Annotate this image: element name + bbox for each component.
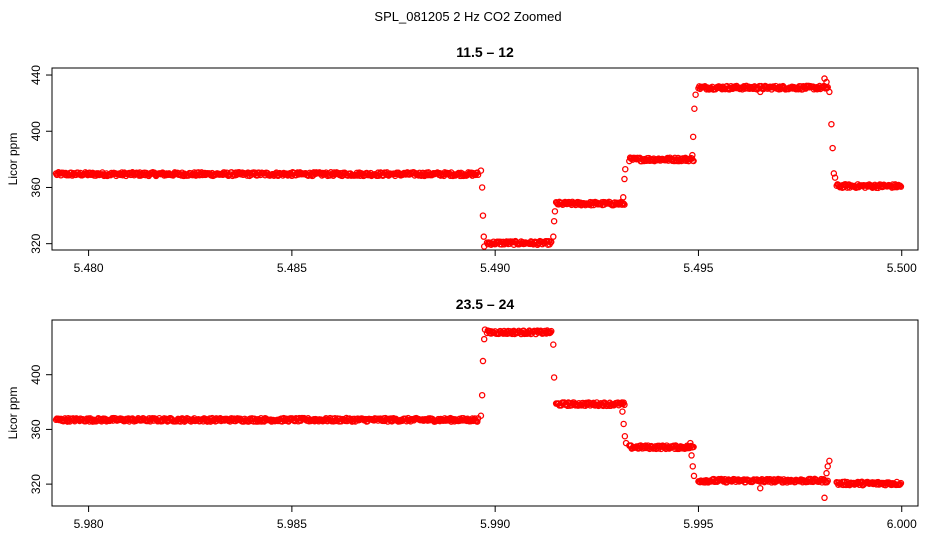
data-point bbox=[689, 151, 696, 159]
y-tick-label: 360 bbox=[29, 419, 43, 439]
data-point bbox=[622, 165, 629, 173]
data-point bbox=[828, 120, 835, 128]
y-tick-label: 440 bbox=[29, 65, 43, 85]
y-axis-label: Licor ppm bbox=[6, 387, 20, 440]
data-point bbox=[477, 167, 485, 174]
panel-1: 11.5 – 12 Licor ppm 5.480 5.485 5.490 5.495 5.… bbox=[6, 44, 919, 275]
data-point bbox=[479, 212, 487, 219]
plot-frame bbox=[51, 319, 919, 507]
x-tick-label: 5.995 bbox=[683, 517, 713, 531]
data-point bbox=[829, 144, 836, 152]
data-point bbox=[687, 439, 694, 447]
data-point bbox=[897, 479, 905, 487]
y-tick-label: 400 bbox=[29, 121, 43, 141]
data-point bbox=[689, 133, 697, 141]
data-point bbox=[619, 194, 627, 201]
data-point bbox=[480, 233, 488, 240]
data-point bbox=[620, 420, 627, 428]
data-point bbox=[824, 463, 831, 470]
data-point bbox=[474, 171, 482, 179]
data-point bbox=[550, 341, 557, 348]
panel-title: 23.5 – 24 bbox=[456, 296, 515, 312]
data-point bbox=[690, 157, 697, 165]
data-point bbox=[480, 243, 488, 250]
x-tick-label: 5.980 bbox=[74, 517, 104, 531]
data-point bbox=[831, 174, 839, 181]
x-tick-label: 5.480 bbox=[74, 261, 104, 275]
data-point bbox=[830, 170, 838, 177]
x-tick-label: 5.985 bbox=[277, 517, 307, 531]
data-point bbox=[551, 208, 559, 215]
data-point bbox=[897, 183, 905, 190]
data-point bbox=[826, 457, 833, 465]
plot-frame bbox=[51, 67, 919, 251]
x-tick-label: 5.500 bbox=[887, 261, 917, 275]
x-tick-label: 5.485 bbox=[277, 261, 307, 275]
y-tick-label: 360 bbox=[29, 177, 43, 197]
data-point bbox=[478, 391, 486, 399]
data-point bbox=[474, 418, 481, 425]
data-point bbox=[478, 184, 486, 191]
data-point bbox=[757, 88, 764, 96]
data-point bbox=[479, 357, 487, 365]
data-point bbox=[621, 201, 628, 208]
data-point bbox=[548, 238, 555, 246]
data-point bbox=[550, 217, 558, 225]
data-point bbox=[821, 494, 828, 502]
data-points bbox=[52, 326, 905, 502]
data-point bbox=[548, 327, 555, 335]
data-point bbox=[550, 374, 558, 381]
data-point bbox=[826, 88, 833, 96]
y-tick-label: 400 bbox=[29, 364, 43, 384]
data-point bbox=[823, 78, 830, 86]
x-tick-label: 6.000 bbox=[887, 517, 917, 531]
x-tick-label: 5.490 bbox=[480, 261, 510, 275]
data-point bbox=[480, 335, 488, 343]
data-point bbox=[690, 443, 697, 451]
x-tick-label: 5.495 bbox=[683, 261, 713, 275]
data-point bbox=[481, 326, 489, 333]
data-point bbox=[619, 408, 626, 415]
figure-title: SPL_081205 2 Hz CO2 Zoomed bbox=[374, 9, 562, 24]
y-axis-label: Licor ppm bbox=[6, 133, 20, 186]
panel-title: 11.5 – 12 bbox=[456, 44, 514, 60]
data-point bbox=[692, 91, 699, 98]
data-point bbox=[621, 401, 628, 409]
data-point bbox=[550, 233, 557, 240]
panel-2: 23.5 – 24 Licor ppm 5.980 5.985 5.990 5.995 6.… bbox=[6, 296, 919, 531]
y-tick-label: 320 bbox=[29, 474, 43, 494]
data-point bbox=[620, 200, 627, 207]
data-point bbox=[622, 439, 630, 447]
data-point bbox=[896, 182, 904, 190]
data-point bbox=[690, 472, 698, 480]
y-tick-label: 320 bbox=[29, 233, 43, 253]
data-point bbox=[477, 412, 485, 419]
data-point bbox=[621, 432, 629, 440]
data-point bbox=[824, 477, 831, 485]
x-tick-label: 5.990 bbox=[480, 517, 510, 531]
data-point bbox=[757, 484, 764, 492]
data-points bbox=[52, 75, 905, 250]
data-point bbox=[621, 175, 628, 183]
data-point bbox=[689, 463, 697, 470]
data-point bbox=[823, 469, 830, 477]
data-point bbox=[688, 452, 695, 459]
data-point bbox=[691, 105, 698, 113]
